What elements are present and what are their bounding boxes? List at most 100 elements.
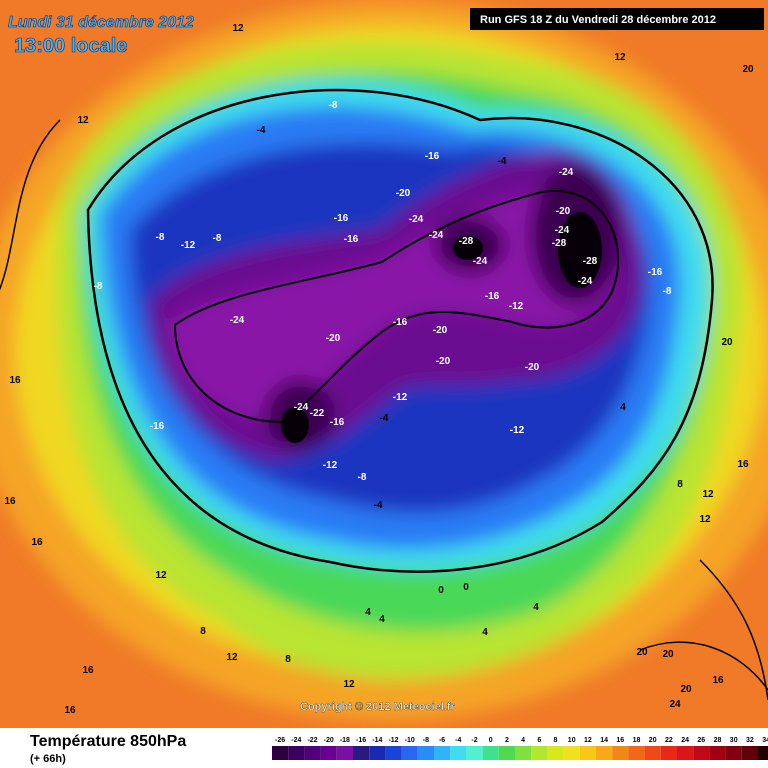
- contour-label: -24: [429, 230, 444, 241]
- legend-swatch: [336, 746, 353, 760]
- legend-swatch: [628, 746, 645, 760]
- contour-label: -16: [330, 417, 345, 428]
- contour-label: 8: [285, 654, 291, 665]
- contour-label: -12: [181, 240, 196, 251]
- contour-label: 16: [9, 375, 21, 386]
- contour-label: -8: [663, 286, 672, 297]
- contour-label: -8: [213, 233, 222, 244]
- legend-tick-label: 34: [762, 737, 768, 744]
- forecast-time: 13:00 locale: [14, 35, 127, 57]
- legend-tick-label: 14: [600, 737, 608, 744]
- legend-swatch: [369, 746, 386, 760]
- contour-label: 12: [77, 115, 89, 126]
- contour-label: 12: [155, 570, 167, 581]
- legend-tick-label: 30: [730, 737, 738, 744]
- legend-tick-label: 24: [681, 737, 689, 744]
- legend-swatch: [304, 746, 321, 760]
- legend-tick-label: -14: [372, 737, 382, 744]
- contour-label: 12: [232, 23, 244, 34]
- legend-tick-label: 10: [568, 737, 576, 744]
- legend-swatch: [579, 746, 596, 760]
- legend-tick-label: -2: [471, 737, 477, 744]
- legend-tick-label: -8: [423, 737, 429, 744]
- contour-label: -24: [555, 225, 570, 236]
- legend-tick-label: 2: [505, 737, 509, 744]
- legend-swatch: [401, 746, 418, 760]
- contour-label: -20: [433, 325, 448, 336]
- legend-tick-label: -18: [340, 737, 350, 744]
- contour-label: -16: [648, 267, 663, 278]
- legend-tick-label: -10: [405, 737, 415, 744]
- contour-label: -8: [358, 472, 367, 483]
- legend-tick-label: -20: [324, 737, 334, 744]
- legend-tick-label: -4: [455, 737, 461, 744]
- contour-label: -8: [94, 281, 103, 292]
- contour-label: 20: [721, 337, 733, 348]
- copyright: Copyright © 2012 Meteociel.fr: [300, 701, 456, 713]
- legend-swatch: [644, 746, 661, 760]
- contour-label: -24: [578, 276, 593, 287]
- contour-label: -4: [257, 125, 266, 136]
- contour-label: -28: [583, 256, 598, 267]
- contour-label: 0: [438, 585, 444, 596]
- legend-tick-label: -6: [439, 737, 445, 744]
- contour-label: -28: [459, 236, 474, 247]
- legend-swatch: [660, 746, 677, 760]
- contour-label: 4: [620, 402, 626, 413]
- map-field: [0, 0, 768, 728]
- contour-label: -12: [509, 301, 524, 312]
- contour-label: 16: [4, 496, 16, 507]
- legend-tick-label: 0: [489, 737, 493, 744]
- contour-label: -16: [393, 317, 408, 328]
- contour-label: 12: [614, 52, 626, 63]
- contour-label: 0: [463, 582, 469, 593]
- contour-label: -8: [329, 100, 338, 111]
- legend-tick-label: 16: [616, 737, 624, 744]
- legend-swatch: [693, 746, 710, 760]
- legend-swatch: [563, 746, 580, 760]
- contour-label: 16: [82, 665, 94, 676]
- legend-swatch: [547, 746, 564, 760]
- contour-label: -4: [380, 413, 389, 424]
- contour-label: -24: [294, 402, 309, 413]
- contour-label: 4: [482, 627, 488, 638]
- contour-label: -20: [326, 333, 341, 344]
- contour-label: 24: [669, 699, 681, 710]
- legend-swatch: [531, 746, 548, 760]
- contour-label: -12: [510, 425, 525, 436]
- contour-label: 4: [533, 602, 539, 613]
- contour-label: -4: [374, 500, 383, 511]
- contour-label: -20: [525, 362, 540, 373]
- contour-label: 20: [680, 684, 692, 695]
- contour-labels: -24-20-16-20-20-12-16-28-24-24-24-20-16-…: [4, 23, 754, 716]
- legend-swatch: [709, 746, 726, 760]
- contour-label: -4: [498, 156, 507, 167]
- legend-swatch: [596, 746, 613, 760]
- contour-label: -16: [485, 291, 500, 302]
- contour-label: -20: [436, 356, 451, 367]
- contour-label: 20: [636, 647, 648, 658]
- run-box: [470, 8, 764, 30]
- legend-swatch: [515, 746, 532, 760]
- legend-tick-label: -24: [291, 737, 301, 744]
- contour-label: -20: [556, 206, 571, 217]
- contour-label: -16: [334, 213, 349, 224]
- legend-swatch: [466, 746, 483, 760]
- contour-label: -24: [230, 315, 245, 326]
- legend-swatch: [417, 746, 434, 760]
- legend-swatch: [450, 746, 467, 760]
- contour-label: -12: [393, 392, 408, 403]
- contour-label: -16: [425, 151, 440, 162]
- contour-label: 16: [64, 705, 76, 716]
- legend-tick-label: 32: [746, 737, 754, 744]
- legend-tick-label: 26: [697, 737, 705, 744]
- legend-tick-label: 6: [537, 737, 541, 744]
- legend-tick-label: 20: [649, 737, 657, 744]
- contour-label: 20: [742, 64, 754, 75]
- legend-tick-label: 8: [554, 737, 558, 744]
- legend-tick-label: 28: [714, 737, 722, 744]
- legend-swatch: [758, 746, 768, 760]
- legend-swatch: [741, 746, 758, 760]
